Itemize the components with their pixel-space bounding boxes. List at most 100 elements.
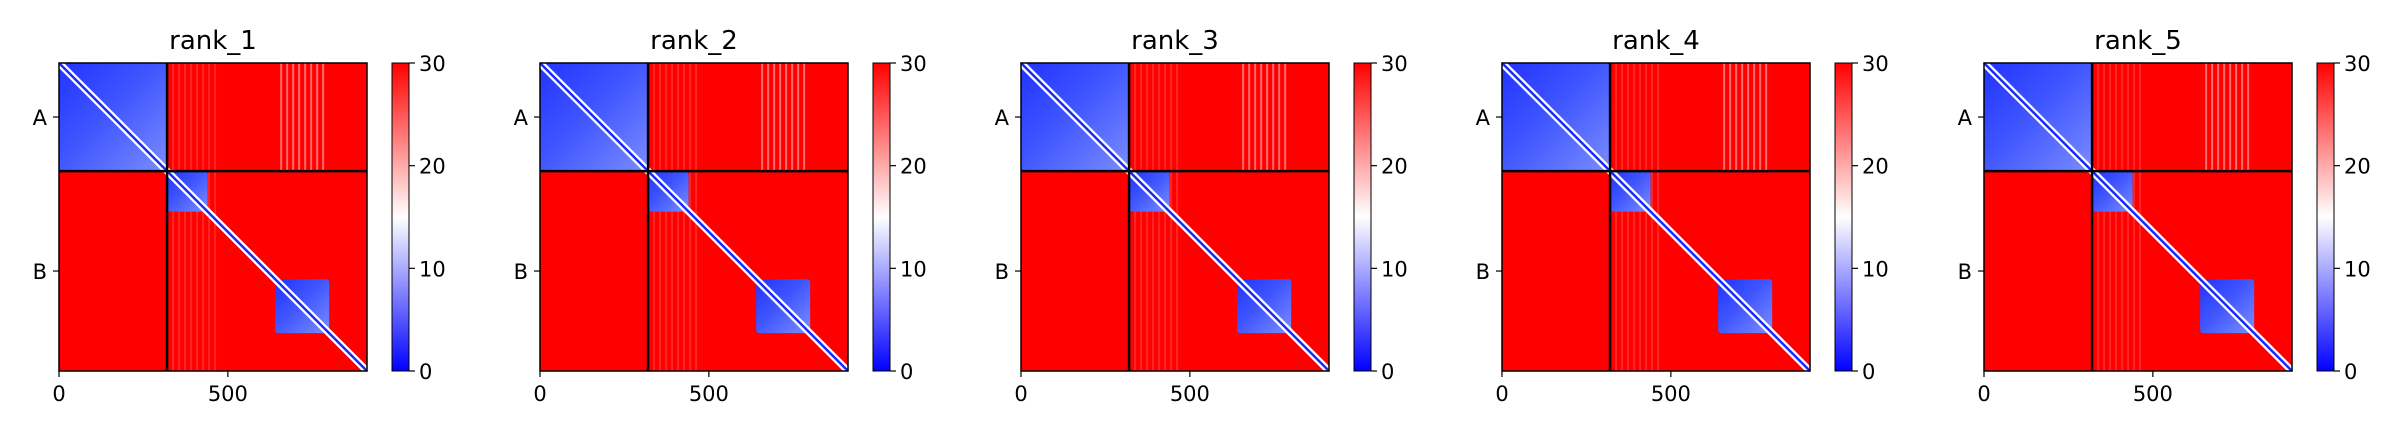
heatmap-stripe — [653, 63, 656, 371]
colorbar-tick-label: 30 — [1381, 52, 1408, 76]
heatmap-stripe — [286, 63, 289, 172]
heatmap-stripe — [1134, 63, 1137, 371]
x-tick-label: 0 — [1977, 382, 1990, 406]
colorbar-tick-label: 20 — [1381, 155, 1408, 179]
heatmap-stripe — [1615, 63, 1618, 371]
heatmap-stripe — [1759, 63, 1762, 172]
colorbar-tick-label: 20 — [419, 155, 446, 179]
heatmap-stripe — [1753, 63, 1756, 172]
heatmap-stripe — [172, 63, 175, 371]
heatmap-stripe — [2211, 63, 2214, 172]
heatmap-stripe — [665, 63, 668, 371]
colorbar — [2316, 62, 2335, 372]
heatmap-stripe — [2121, 63, 2124, 371]
heatmap-stripe — [1645, 63, 1648, 371]
colorbar-tick-label: 30 — [2344, 52, 2371, 76]
heatmap-stripe — [1140, 63, 1143, 371]
heatmap-stripe — [2235, 63, 2238, 172]
chain-label: B — [514, 260, 528, 284]
x-tick-label: 500 — [2133, 382, 2173, 406]
x-tick-label: 0 — [1014, 382, 1027, 406]
heatmap-stripe — [2229, 63, 2232, 172]
heatmap-stripe — [1627, 63, 1630, 371]
heatmap-stripe — [2115, 63, 2118, 371]
chain-label: A — [995, 106, 1010, 130]
heatmap-stripe — [2109, 63, 2112, 371]
chain-label: B — [995, 260, 1009, 284]
heatmap-stripe — [683, 63, 686, 371]
chain-label: A — [33, 106, 48, 130]
heatmap-frame — [58, 62, 368, 372]
heatmap-stripe — [791, 63, 794, 172]
heatmap-stripe — [659, 63, 662, 371]
diagonal-line — [1020, 62, 1330, 372]
heatmap-stripe — [196, 63, 199, 371]
heatmap-stripe — [1254, 63, 1257, 172]
colorbar-tick-label: 10 — [1381, 257, 1408, 281]
colorbar-tick-label: 0 — [419, 360, 432, 384]
heatmap-stripe — [1639, 63, 1642, 371]
heatmap-stripe — [2103, 63, 2106, 371]
heatmap-stripe — [1146, 63, 1149, 371]
colorbar-tick-label: 30 — [900, 52, 927, 76]
heatmap-stripe — [190, 63, 193, 371]
heatmap-stripe — [316, 63, 319, 172]
x-tick-label: 500 — [208, 382, 248, 406]
heatmap-frame — [1501, 62, 1811, 372]
heatmap-frame — [1983, 62, 2293, 372]
diagonal-line — [1983, 62, 2293, 372]
heatmap-stripe — [2097, 63, 2100, 371]
colorbar-tick-label: 20 — [2344, 155, 2371, 179]
colorbar-tick-label: 0 — [2344, 360, 2357, 384]
pae-panel-4: rank_4 A B 0 500 0 10 20 30 — [1476, 26, 1889, 406]
heatmap-stripe — [671, 63, 674, 371]
heatmap-stripe — [178, 63, 181, 371]
heatmap-stripe — [1242, 63, 1245, 172]
colorbar-tick-label: 0 — [900, 360, 913, 384]
x-tick-label: 0 — [1495, 382, 1508, 406]
colorbar-tick-label: 30 — [419, 52, 446, 76]
colorbar — [391, 62, 410, 372]
heatmap-stripe — [184, 63, 187, 371]
heatmap-stripe — [1747, 63, 1750, 172]
colorbar-tick-label: 10 — [900, 257, 927, 281]
heatmap-stripe — [1735, 63, 1738, 172]
pae-panel-1: rank_1 A B 0 500 0 10 20 30 — [33, 26, 446, 406]
heatmap-stripe — [2247, 63, 2250, 172]
colorbar-tick-label: 10 — [419, 257, 446, 281]
heatmap-stripe — [1272, 63, 1275, 172]
diagonal-line — [58, 62, 368, 372]
pae-panel-2: rank_2 A B 0 500 0 10 20 30 — [514, 26, 927, 406]
heatmap-stripe — [1278, 63, 1281, 172]
chain-label: B — [33, 260, 47, 284]
x-tick-label: 0 — [52, 382, 65, 406]
heatmap-stripe — [1621, 63, 1624, 371]
chain-label: A — [1958, 106, 1973, 130]
heatmap-stripe — [1633, 63, 1636, 371]
chain-label: A — [1476, 106, 1491, 130]
heatmap-stripe — [1284, 63, 1287, 172]
colorbar-tick-label: 10 — [2344, 257, 2371, 281]
heatmap-stripe — [773, 63, 776, 172]
heatmap-stripe — [310, 63, 313, 172]
heatmap-stripe — [2223, 63, 2226, 172]
colorbar-tick-label: 0 — [1381, 360, 1394, 384]
x-tick-label: 0 — [533, 382, 546, 406]
x-tick-label: 500 — [689, 382, 729, 406]
chain-label: A — [514, 106, 529, 130]
heatmap-stripe — [2205, 63, 2208, 172]
chain-label: B — [1958, 260, 1972, 284]
panel-title: rank_4 — [1612, 26, 1700, 56]
heatmap-stripe — [322, 63, 325, 172]
heatmap-stripe — [677, 63, 680, 371]
heatmap-stripe — [292, 63, 295, 172]
colorbar-tick-label: 20 — [1862, 155, 1889, 179]
panel-title: rank_2 — [650, 26, 738, 56]
colorbar-tick-label: 10 — [1862, 257, 1889, 281]
heatmap-stripe — [1152, 63, 1155, 371]
heatmap-stripe — [202, 63, 205, 371]
heatmap-stripe — [298, 63, 301, 172]
colorbar — [1353, 62, 1372, 372]
heatmap-stripe — [1266, 63, 1269, 172]
